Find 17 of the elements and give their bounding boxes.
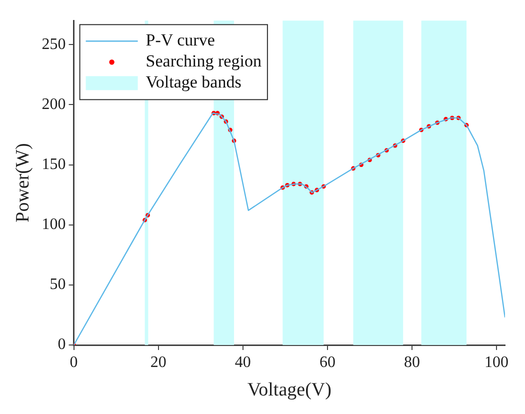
y-tick-label: 0 [58,336,66,354]
x-tick-label: 20 [150,354,166,371]
x-axis-title: Voltage(V) [247,380,332,401]
y-tick-label: 150 [42,156,66,173]
band-label: Voltage bands [146,72,242,92]
x-tick-label: 40 [234,354,251,371]
x-tick-label: 80 [404,354,420,371]
y-tick-label: 250 [42,36,66,53]
x-tick-label: 100 [484,354,509,371]
y-tick-label: 100 [42,216,66,234]
x-tick-label: 0 [70,354,78,371]
y-axis-title: Power(W) [12,143,34,222]
y-tick-label: 200 [42,96,66,113]
y-tick-label: 50 [50,276,66,294]
legend-label: P-V curve [146,30,215,50]
legend-label: Searching region [146,52,262,71]
x-tick-label: 60 [319,354,336,371]
